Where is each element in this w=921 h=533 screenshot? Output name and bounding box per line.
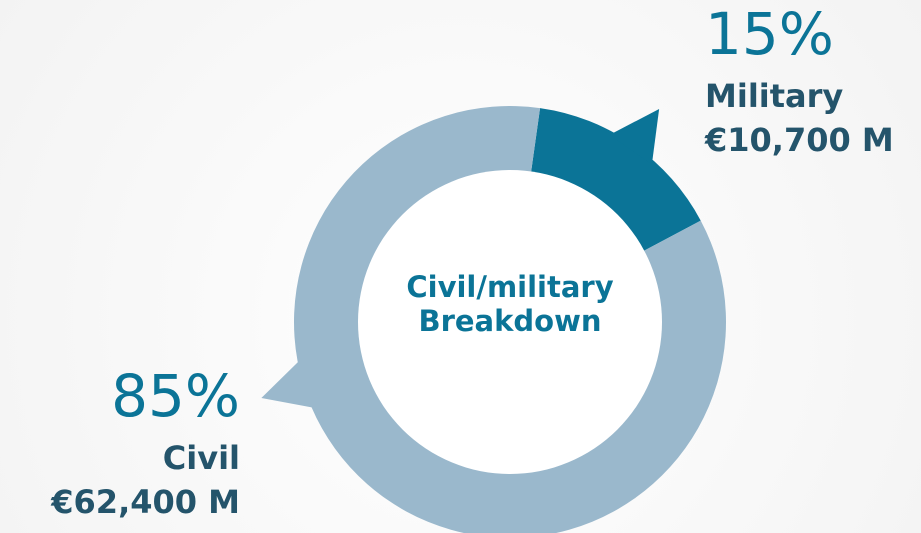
chart-title: Civil/military Breakdown xyxy=(406,270,614,338)
amount-label: €10,700 M xyxy=(704,121,894,159)
donut-hole xyxy=(358,170,662,474)
category-label: Civil xyxy=(163,439,240,477)
category-label: Military xyxy=(705,77,843,115)
slice-pointer xyxy=(261,358,317,409)
slice-pointer xyxy=(609,109,660,165)
amount-label: €62,400 M xyxy=(50,483,240,521)
value-label: 85% xyxy=(111,362,240,430)
value-label: 15% xyxy=(705,0,834,68)
